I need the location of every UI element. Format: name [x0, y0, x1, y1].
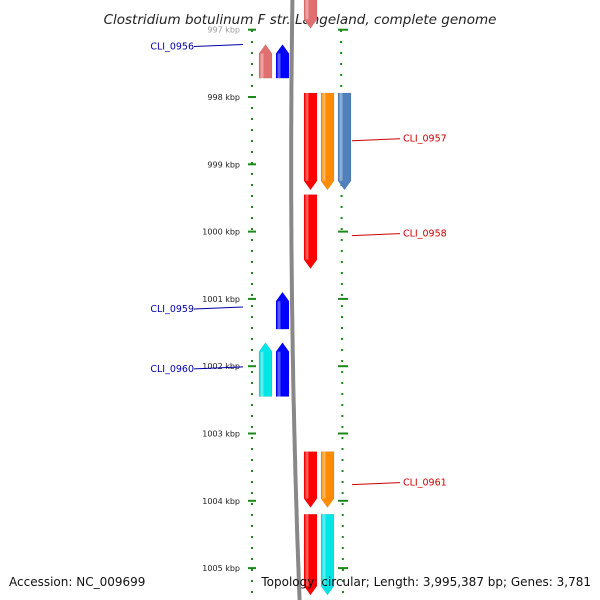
topology-text: Topology: circular; Length: 3,995,387 bp…: [261, 575, 591, 589]
label-leader-line: [351, 233, 401, 237]
gene-arrow-highlight: [322, 92, 326, 181]
gene-arrow-highlight: [305, 514, 309, 587]
gene-arrow-cli_0957[interactable]: [337, 92, 352, 191]
gene-arrow-highlight: [322, 514, 326, 587]
gene-arrow-highlight: [305, 0, 309, 20]
gene-arrow-highlight: [277, 301, 281, 330]
gene-arrow-cli_0957[interactable]: [320, 92, 335, 191]
tick-label: 997 kbp: [207, 26, 240, 35]
gene-label-cli_0958[interactable]: CLI_0958: [403, 229, 447, 240]
gene-label-cli_0961[interactable]: CLI_0961: [403, 478, 447, 489]
gene-arrow-cli_0961[interactable]: [303, 451, 318, 508]
gene-arrow-highlight: [339, 92, 343, 181]
gene-arrow-cli_0961[interactable]: [320, 451, 335, 508]
gene-arrow-highlight: [260, 53, 264, 79]
label-leader-line: [351, 138, 401, 142]
gene-arrow-highlight: [305, 194, 309, 260]
gene-arrow-highlight: [277, 351, 281, 397]
label-leader-line: [193, 366, 244, 370]
gene-features: [258, 0, 352, 596]
tick-label: 998 kbp: [207, 93, 240, 102]
tick-label: 1000 kbp: [202, 228, 240, 237]
accession-text: Accession: NC_009699: [9, 575, 146, 589]
gene-label-cli_0960[interactable]: CLI_0960: [150, 364, 194, 375]
gene-arrow-gene[interactable]: [303, 0, 318, 29]
gene-arrow-gene[interactable]: [320, 514, 335, 596]
label-leader-line: [351, 482, 401, 486]
tick-label: 999 kbp: [207, 160, 240, 169]
gene-arrow-highlight: [277, 53, 281, 79]
gene-arrow-highlight: [322, 451, 326, 499]
gene-arrow-cli_0959[interactable]: [275, 291, 290, 330]
gene-label-cli_0956[interactable]: CLI_0956: [150, 42, 194, 53]
backbone-arc: [289, 0, 302, 600]
tick-label: 1004 kbp: [202, 497, 240, 506]
tick-label: 1003 kbp: [202, 430, 240, 439]
gene-arrow-cli_0956[interactable]: [275, 44, 290, 79]
tick-label: 1005 kbp: [202, 564, 240, 573]
gene-arrow-highlight: [260, 351, 264, 397]
gene-arrow-highlight: [305, 451, 309, 499]
genome-backbone: [289, 0, 302, 600]
gene-arrow-cli_0956[interactable]: [258, 44, 273, 79]
map-title: Clostridium botulinum F str. Langeland, …: [104, 12, 497, 28]
ruler-ticks: 997 kbp 998 kbp 999 kbp 1000 kbp 1001 kbp 100…: [202, 26, 348, 600]
tick-label: 1002 kbp: [202, 362, 240, 371]
gene-arrow-cli_0960[interactable]: [258, 342, 273, 397]
gene-label-cli_0959[interactable]: CLI_0959: [150, 304, 194, 315]
gene-labels: CLI_0956 CLI_0957 CLI_0958 CLI_0959 CLI_0960…: [150, 42, 446, 489]
gene-arrow-cli_0957[interactable]: [303, 92, 318, 191]
label-leader-line: [193, 306, 244, 310]
gene-arrow-cli_0960[interactable]: [275, 342, 290, 397]
gene-arrow-highlight: [305, 92, 309, 181]
gene-label-cli_0957[interactable]: CLI_0957: [403, 134, 447, 145]
tick-label: 1001 kbp: [202, 295, 240, 304]
label-leader-line: [193, 44, 244, 48]
gene-arrow-cli_0958[interactable]: [303, 194, 318, 270]
gene-arrow-gene[interactable]: [303, 514, 318, 596]
